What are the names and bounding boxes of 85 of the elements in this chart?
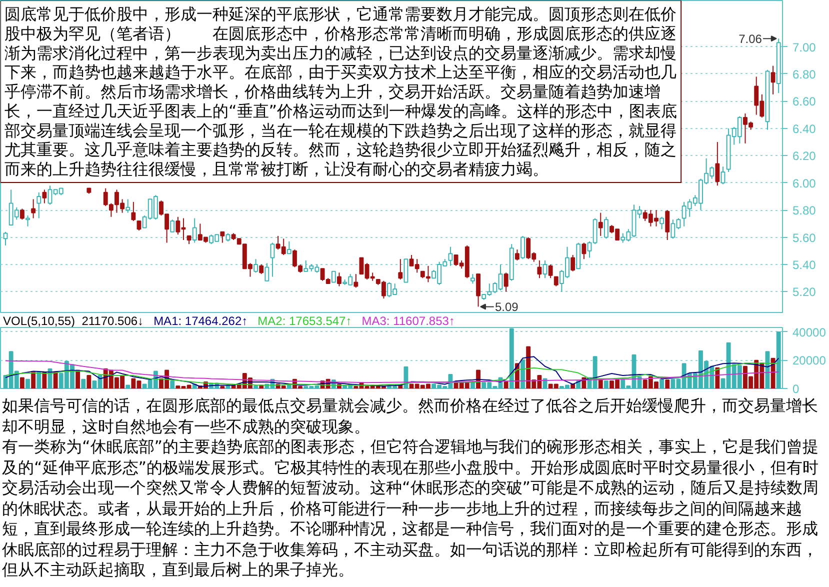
candlestick — [582, 242, 586, 260]
candlestick — [336, 272, 342, 287]
candlestick — [537, 260, 542, 279]
y-tick-label: 6.80 — [792, 67, 816, 82]
candlestick — [520, 235, 525, 260]
bar — [504, 381, 508, 388]
text: 有一类称为“休眠底部”的主要趋势底部的图表形态，但它符合逻辑地与我们的碗形形态相关，事实上，它是我们曾提及的“延伸平底形态”的极端发展形式。它极其特性的表现在那些小盘股中。开始形成圆底时平时交易量很小，但有时交易活动会出现一个突然又常令人费解的短暂波动。这种“休眠形态的突破”可能是不成熟的运动，随后又是持续数周的休眠状态。或者，从最开始的上升后，价格可能进行一种一步一步地上升的过程，而接续每步之间的间隔越来越短，直到最终形成一轮连续的上升趋势。不论哪种情况，这都是一种信号，我们面对的是一个重要的建仓形态。形成休眠底部的过程易于理解：主力不急于收集筹码，不主动买盘。如一句话说的那样：立即检起所有可能得到的东西，但从不主动跃起摘取，直到最后树上的果子掉光。 — [2, 437, 820, 580]
text: MA3: 11607.853↑ — [362, 314, 455, 328]
y-tick-label: 5.80 — [792, 204, 816, 218]
candlestick — [354, 274, 358, 288]
bar — [509, 328, 514, 388]
annotation: 5.09 — [494, 300, 519, 314]
bar — [86, 374, 92, 388]
candlestick — [31, 198, 36, 219]
candlestick — [398, 258, 403, 280]
candlestick — [270, 242, 275, 278]
candlestick — [3, 231, 8, 246]
candlestick — [720, 166, 726, 185]
candlestick — [404, 258, 408, 283]
y-tick-label: 5.60 — [792, 230, 816, 245]
y-tick-label: 40000 — [792, 326, 826, 340]
candlestick — [770, 65, 776, 95]
chart-title: VOL(5,10,55) 21170.506↓ — [3, 314, 144, 328]
candlestick — [264, 262, 270, 282]
bar — [665, 379, 670, 388]
candlestick — [259, 264, 264, 275]
candlestick — [36, 192, 42, 219]
candlestick — [665, 210, 670, 241]
candlestick — [476, 274, 480, 308]
y-tick-label: 6.40 — [792, 122, 816, 136]
candlestick — [542, 260, 548, 279]
bar — [36, 372, 42, 388]
candlestick — [448, 246, 453, 266]
candlestick — [254, 258, 258, 274]
candlestick — [42, 189, 47, 204]
bar — [776, 332, 781, 388]
candlestick — [504, 272, 508, 292]
annotation: 7.06 — [738, 32, 762, 46]
candlestick — [331, 270, 336, 283]
candlestick — [604, 216, 608, 240]
candlestick — [20, 208, 24, 220]
y-tick-label: 5.20 — [792, 285, 816, 300]
bar — [470, 382, 475, 388]
y-tick-label: 6.60 — [792, 94, 816, 109]
text: 圆底常见于低价股中，形成一种延深的平底形状，它通常需要数月才能完成。圆顶形态则在低价股中极为罕见（笔者语） 在圆底形态中，价格形态常常清晰而明确，形成圆底形态的供应逐渐为需求消化过程中，第一步表现为卖出压力的减轻，已达到设点的交易量逐渐减少。需求却慢下来，而趋势也越来越趋于水平。在底部，由于买卖双方技术上达至平衡，相应的交易活动也几乎停滞不前。然后市场需求增长，价格曲线转为上升，交易开始活跃。交易量随着趋势加速增长，一直经过几天近乎图表上的“垂直”价格运动而达到一种爆发的高峰。这样的形态中，图表底部交易量顶端连线会呈现一个弧形，当在一轮在规模的下跌趋势之后出现了这样的形态，就显得尤其重要。这几乎意味着主要趋势的反转。然而，这轮趋势很少立即开始猛烈飚升，相反，随之而来的上升趋势往往很缓慢，且常常被打断，让没有耐心的交易者精疲力竭。 — [4, 4, 678, 179]
bar — [598, 378, 603, 388]
bar — [42, 372, 47, 388]
text: 如果信号可信的话，在圆形底部的最低点交易量就会减少。然而价格在经过了低谷之后开始缓慢爬升，而交易量增长却不明显，这时自然地会有一些不成熟的突破现象。 — [2, 396, 819, 437]
candlestick — [514, 249, 520, 261]
bar — [81, 378, 86, 388]
y-tick-label: 0 — [792, 382, 800, 396]
candlestick — [286, 240, 292, 254]
candlestick — [126, 198, 130, 214]
y-tick-label: 5.40 — [792, 258, 816, 272]
y-tick-label: 6.00 — [792, 176, 816, 190]
candlestick — [26, 215, 30, 227]
bar — [604, 380, 608, 388]
candlestick — [136, 220, 142, 231]
bar — [520, 359, 525, 388]
candlestick — [170, 219, 175, 232]
bar — [660, 378, 664, 388]
text: MA2: 17653.547↑ — [258, 314, 352, 328]
y-tick-label: 6.20 — [792, 149, 816, 164]
candlestick — [598, 212, 603, 236]
bar — [570, 384, 576, 388]
candlestick — [131, 201, 136, 222]
candlestick — [554, 276, 558, 287]
bar — [126, 384, 130, 388]
candlestick — [660, 216, 664, 230]
bar — [76, 370, 80, 388]
bar — [170, 380, 175, 388]
candlestick — [715, 142, 720, 186]
bar — [20, 377, 24, 388]
bar — [254, 385, 258, 388]
y-tick-label: 20000 — [792, 354, 826, 368]
bar — [53, 372, 58, 388]
candlestick — [220, 231, 225, 244]
candlestick — [470, 274, 475, 284]
candlestick — [570, 254, 576, 272]
candlestick — [548, 264, 553, 279]
bar — [31, 372, 36, 388]
bar — [26, 378, 30, 388]
y-tick-label: 7.00 — [792, 40, 816, 54]
candlestick — [192, 218, 197, 244]
text: MA1: 17464.262↑ — [154, 314, 248, 328]
